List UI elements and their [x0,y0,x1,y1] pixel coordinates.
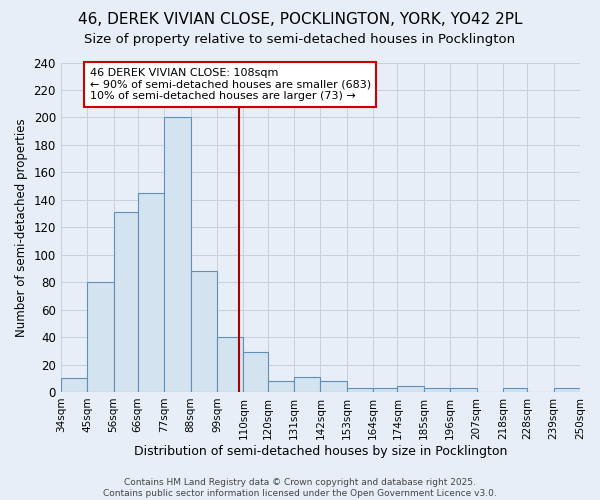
Bar [503,388,527,392]
Bar [450,388,476,392]
Bar [191,271,217,392]
Bar [294,377,320,392]
Text: Size of property relative to semi-detached houses in Pocklington: Size of property relative to semi-detach… [85,32,515,46]
X-axis label: Distribution of semi-detached houses by size in Pocklington: Distribution of semi-detached houses by … [134,444,507,458]
Bar [320,381,347,392]
Text: 46, DEREK VIVIAN CLOSE, POCKLINGTON, YORK, YO42 2PL: 46, DEREK VIVIAN CLOSE, POCKLINGTON, YOR… [78,12,522,28]
Bar [268,381,294,392]
Bar [61,378,87,392]
Bar [244,352,268,392]
Text: 46 DEREK VIVIAN CLOSE: 108sqm
← 90% of semi-detached houses are smaller (683)
10: 46 DEREK VIVIAN CLOSE: 108sqm ← 90% of s… [89,68,371,101]
Bar [373,388,397,392]
Bar [87,282,113,392]
Bar [164,118,191,392]
Bar [424,388,450,392]
Bar [554,388,580,392]
Bar [113,212,138,392]
Bar [138,193,164,392]
Y-axis label: Number of semi-detached properties: Number of semi-detached properties [15,118,28,336]
Bar [217,337,244,392]
Text: Contains HM Land Registry data © Crown copyright and database right 2025.
Contai: Contains HM Land Registry data © Crown c… [103,478,497,498]
Bar [347,388,373,392]
Bar [397,386,424,392]
